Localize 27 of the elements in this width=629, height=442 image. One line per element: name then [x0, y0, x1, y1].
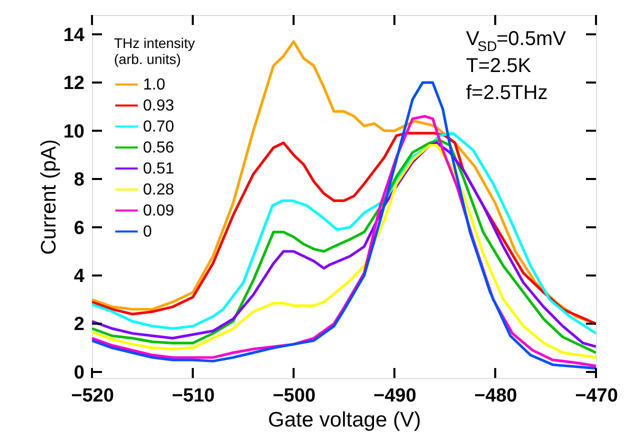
- legend-label: 0.09: [143, 202, 174, 220]
- legend-label: 0.56: [143, 140, 174, 156]
- legend-label: 0.28: [143, 182, 174, 198]
- legend-label: 0.51: [143, 160, 174, 178]
- x-axis-title: Gate voltage (V): [268, 408, 421, 432]
- legend-title: THz intensity (arb. units): [114, 35, 195, 67]
- legend-label: 0.70: [143, 118, 174, 136]
- legend-label: 0.93: [143, 98, 174, 114]
- y-tick-label: 12: [63, 73, 84, 94]
- y-tick-label: 0: [74, 362, 84, 384]
- x-tick-label: −470: [575, 386, 618, 406]
- y-tick-label: 4: [74, 266, 85, 287]
- legend-label: 1.0: [143, 76, 166, 94]
- annotation: f=2.5THz: [466, 82, 548, 104]
- y-tick-label: 10: [63, 121, 84, 142]
- legend-label: 0: [143, 224, 152, 240]
- x-tick-label: −480: [474, 386, 518, 406]
- y-tick-label: 8: [74, 170, 84, 191]
- y-axis-title: Current (pA): [37, 139, 60, 255]
- y-tick-label: 6: [74, 218, 84, 239]
- y-tick-label: 14: [63, 24, 85, 46]
- x-tick-label: −500: [272, 386, 316, 406]
- y-tick-label: 2: [74, 314, 84, 336]
- x-tick-label: −490: [374, 386, 416, 406]
- annotation: T=2.5K: [466, 55, 532, 77]
- x-tick-label: −520: [71, 386, 114, 406]
- x-tick-label: −510: [172, 386, 215, 406]
